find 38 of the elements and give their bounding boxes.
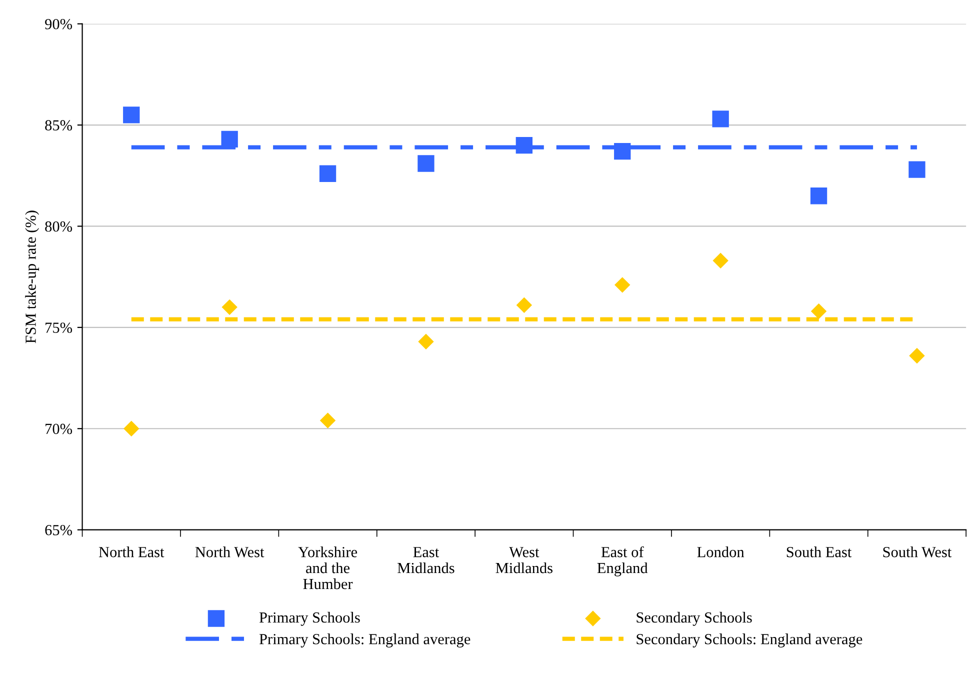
point [124,420,140,436]
y-tick-label: 65% [45,524,72,536]
x-tick-label: East Midlands [398,547,454,574]
point [221,130,238,148]
x-tick-label: South West [883,546,952,558]
point [909,348,925,364]
x-tick-label: West Midlands [496,547,552,574]
point [614,143,631,160]
point [320,412,336,428]
y-tick-label: 85% [45,120,72,131]
point [516,136,533,154]
point [222,299,238,316]
point [418,155,434,172]
y-tick-label: 80% [45,221,72,232]
point [123,106,140,124]
legend-label: Primary Schools [259,612,360,626]
x-tick-label: London [697,546,744,558]
point [516,297,532,314]
legend-label: Secondary Schools: England average [636,634,862,648]
legend-label: Secondary Schools [636,612,752,626]
legend-label: Primary Schools: England average [259,634,470,648]
y-tick-label: 90% [45,18,72,30]
y-tick-label: 75% [46,322,72,333]
x-tick-label: South East [786,546,852,558]
point [614,277,630,293]
y-axis-title: FSM take-up rate (%) [25,210,39,344]
point [810,188,828,204]
point [712,110,729,128]
x-tick-label: North East [98,546,164,558]
point [319,165,336,182]
point [712,252,728,268]
point [810,303,827,320]
x-tick-label: East of England [597,546,648,576]
x-tick-label: Yorkshire and the Humber [298,546,358,590]
y-tick-label: 70% [46,424,72,434]
point [418,334,434,350]
point [908,161,926,178]
x-tick-label: North West [195,546,264,558]
